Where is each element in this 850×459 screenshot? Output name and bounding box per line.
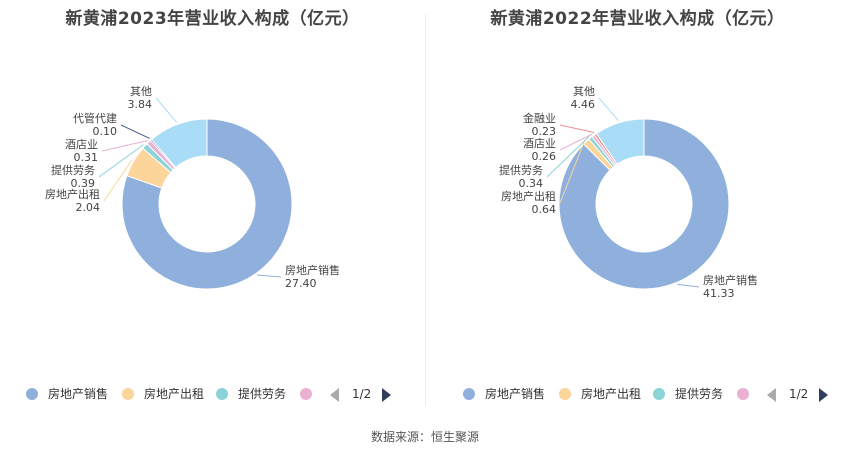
data-label-value-0: 41.33: [703, 287, 735, 300]
legend-dot: [26, 388, 38, 400]
source-note: 数据来源：恒生聚源: [370, 430, 479, 444]
data-label-name-2: 提供劳务: [499, 163, 543, 177]
legend-dot: [216, 388, 228, 400]
leader-line-1: [103, 159, 133, 202]
panel-divider: [425, 14, 426, 406]
pie-slice-0[interactable]: [558, 118, 730, 290]
legend-label: 房地产销售: [485, 387, 546, 401]
data-label-value-2: 0.34: [519, 177, 544, 190]
data-label-name-2: 提供劳务: [51, 163, 95, 177]
leader-line-3: [559, 133, 593, 151]
legend-dot: [122, 388, 134, 400]
legend-item[interactable]: [737, 384, 759, 404]
legend-label: 提供劳务: [675, 387, 724, 401]
data-label-name-3: 酒店业: [65, 137, 98, 151]
legend-item[interactable]: 房地产出租: [559, 384, 641, 404]
legend-dot: [737, 388, 749, 400]
next-page-icon[interactable]: [382, 388, 391, 402]
legend-dot: [300, 388, 312, 400]
data-label-value-1: 0.64: [532, 203, 557, 216]
data-label-name-5: 其他: [130, 85, 152, 98]
pie-slice-5[interactable]: [595, 118, 645, 165]
legend-item[interactable]: 提供劳务: [653, 384, 723, 404]
data-label-name-3: 酒店业: [523, 136, 556, 150]
leader-line-0: [257, 274, 282, 278]
data-label-value-5: 4.46: [571, 98, 596, 111]
data-label-value-3: 0.31: [74, 151, 99, 164]
legend-label: 房地产销售: [48, 387, 109, 401]
legend-item[interactable]: 房地产销售: [26, 384, 108, 404]
legend-item[interactable]: 提供劳务: [216, 384, 286, 404]
legend-item[interactable]: [300, 384, 322, 404]
legend-label: 房地产出租: [581, 387, 642, 401]
pie-slice-0[interactable]: [121, 118, 293, 290]
data-label-value-5: 3.84: [128, 98, 153, 111]
leader-line-5: [598, 97, 619, 122]
leader-line-2: [546, 136, 590, 178]
legend-item[interactable]: 房地产出租: [122, 384, 204, 404]
prev-page-icon[interactable]: [767, 388, 776, 402]
data-label-value-4: 0.23: [532, 125, 557, 138]
data-label-name-4: 代管代建: [73, 111, 117, 125]
next-page-icon[interactable]: [819, 388, 828, 402]
chart-panel-2023: 新黄浦2023年营业收入构成（亿元） 房地产销售 27.40 房地产出租 2.04 提供…: [0, 0, 425, 420]
data-label-value-4: 0.10: [93, 125, 118, 138]
leader-line-4: [559, 124, 595, 134]
legend: 房地产销售 房地产出租 提供劳务 1/2: [425, 384, 850, 404]
legend-label: 房地产出租: [144, 387, 205, 401]
legend-label: 提供劳务: [238, 387, 287, 401]
data-label-name-1: 房地产出租: [45, 187, 100, 201]
data-label-value-0: 27.40: [285, 277, 317, 290]
data-label-value-1: 2.04: [76, 201, 101, 214]
chart-panel-2022: 新黄浦2022年营业收入构成（亿元） 房地产销售 41.33 房地产出租 0.64 提供…: [425, 0, 850, 420]
leader-line-4: [120, 124, 151, 139]
data-label-value-2: 0.39: [71, 177, 96, 190]
data-label-value-3: 0.26: [532, 150, 557, 163]
leader-line-5: [155, 97, 178, 123]
data-label-name-0: 房地产销售: [285, 263, 340, 277]
legend-item[interactable]: 房地产销售: [463, 384, 545, 404]
page-indicator: 1/2: [789, 387, 809, 401]
leader-line-2: [98, 144, 144, 178]
data-label-name-0: 房地产销售: [703, 273, 758, 287]
leader-line-0: [677, 283, 700, 288]
leader-line-1: [559, 139, 586, 204]
prev-page-icon[interactable]: [330, 388, 339, 402]
legend: 房地产销售 房地产出租 提供劳务 1/2: [0, 384, 425, 404]
pie-slice-5[interactable]: [151, 118, 208, 169]
chart-title: 新黄浦2023年营业收入构成（亿元）: [65, 9, 360, 29]
chart-title: 新黄浦2022年营业收入构成（亿元）: [490, 9, 785, 29]
leader-line-3: [101, 140, 148, 152]
legend-dot: [463, 388, 475, 400]
data-label-name-5: 其他: [573, 85, 595, 98]
legend-dot: [559, 388, 571, 400]
page-indicator: 1/2: [352, 387, 372, 401]
data-label-name-1: 房地产出租: [501, 189, 556, 203]
legend-dot: [653, 388, 665, 400]
data-label-name-4: 金融业: [523, 111, 556, 125]
